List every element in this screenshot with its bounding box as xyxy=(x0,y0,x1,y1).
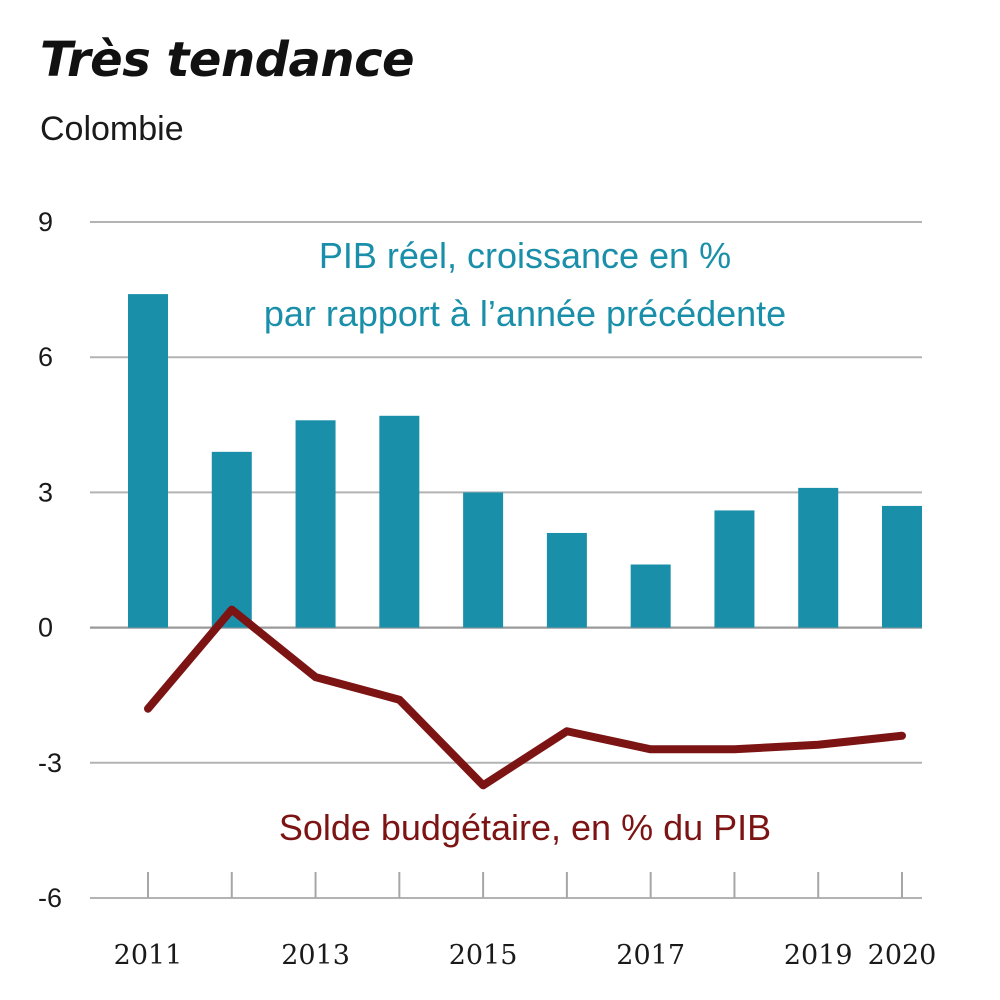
bar xyxy=(211,451,252,628)
y-tick-label: 3 xyxy=(38,477,53,507)
chart-subtitle: Colombie xyxy=(40,110,184,148)
bar-series-label-line-2: par rapport à l’année précédente xyxy=(264,293,786,334)
x-tick-label: 2011 xyxy=(114,940,183,971)
x-tick-label: 2017 xyxy=(616,940,685,971)
bar xyxy=(128,294,168,628)
bar-series xyxy=(128,294,922,628)
y-tick-label: -6 xyxy=(38,883,62,913)
line-series xyxy=(144,605,906,790)
bar xyxy=(546,532,587,628)
bar xyxy=(630,564,671,628)
x-axis-ticks: 2011 2013 2015 2017 2019 2020 xyxy=(114,872,937,971)
line-series-path xyxy=(144,605,906,790)
y-axis-ticks: 9 6 3 0 -3 -6 xyxy=(38,207,62,913)
bar xyxy=(295,420,336,628)
series-labels: PIB réel, croissance en % par rapport à l… xyxy=(264,235,786,848)
x-tick-label: 2013 xyxy=(281,940,350,971)
y-tick-label: 0 xyxy=(38,613,53,643)
bar xyxy=(714,510,755,628)
chart-title: Très tendance xyxy=(40,32,415,88)
y-tick-label: 6 xyxy=(38,342,53,372)
x-tick-label: 2019 xyxy=(784,940,853,971)
x-tick-label: 2020 xyxy=(868,940,937,971)
line-series-label: Solde budgétaire, en % du PIB xyxy=(279,807,771,848)
bar xyxy=(463,492,504,628)
bar xyxy=(379,415,420,628)
bar xyxy=(798,487,839,628)
x-tick-label: 2015 xyxy=(449,940,518,971)
y-tick-label: 9 xyxy=(38,207,53,237)
y-tick-label: -3 xyxy=(38,748,62,778)
bar-series-label-line-1: PIB réel, croissance en % xyxy=(319,235,731,276)
bar xyxy=(882,505,922,628)
